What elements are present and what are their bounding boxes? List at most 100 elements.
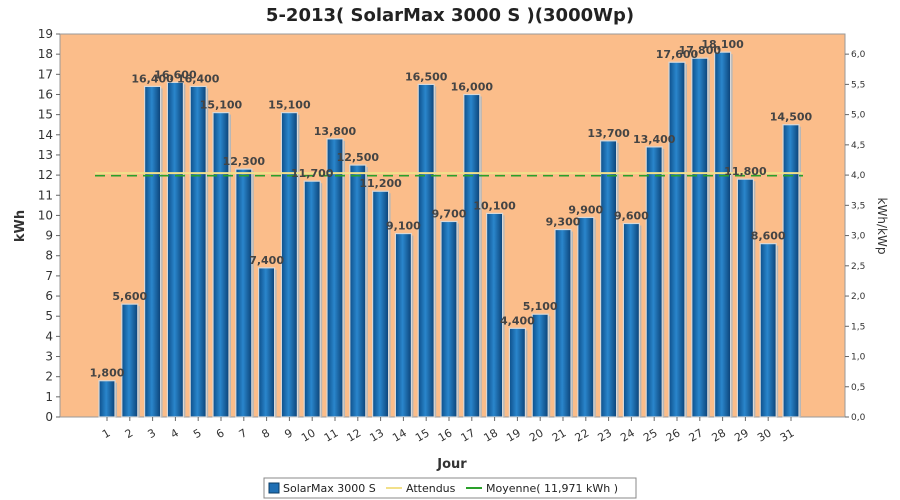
bar bbox=[235, 168, 253, 418]
x-tick-label: 2 bbox=[123, 426, 136, 441]
bar bbox=[326, 138, 344, 418]
x-tick-label: 9 bbox=[282, 426, 295, 441]
bar bbox=[645, 146, 663, 418]
x-tick-label: 13 bbox=[367, 426, 386, 444]
y-tick-label: 8 bbox=[45, 249, 53, 263]
bar-value-label: 16,400 bbox=[131, 72, 174, 85]
y-axis-label: kWh bbox=[13, 210, 28, 242]
bar bbox=[189, 85, 207, 418]
y-tick-label: 0 bbox=[45, 410, 53, 424]
bars-group bbox=[98, 51, 801, 418]
x-tick-label: 17 bbox=[459, 426, 478, 444]
bar bbox=[258, 267, 276, 418]
bar bbox=[736, 178, 755, 418]
x-tick-label: 28 bbox=[709, 426, 728, 444]
x-tick-label: 7 bbox=[237, 426, 250, 441]
y-tick-label: 6 bbox=[45, 289, 53, 303]
x-tick-label: 12 bbox=[345, 426, 364, 444]
x-tick-label: 8 bbox=[260, 426, 273, 441]
bar bbox=[691, 57, 709, 418]
x-tick-label: 6 bbox=[214, 426, 227, 441]
y-tick-label: 17 bbox=[38, 67, 53, 81]
bar-value-label: 11,800 bbox=[724, 165, 767, 178]
bar bbox=[622, 222, 641, 418]
bar bbox=[417, 83, 435, 418]
legend-label-series: SolarMax 3000 S bbox=[283, 482, 376, 495]
x-tick-label: 30 bbox=[755, 426, 774, 444]
bar-value-label: 16,000 bbox=[451, 80, 494, 93]
x-tick-label: 3 bbox=[146, 426, 159, 441]
bar bbox=[303, 180, 321, 418]
y-right-tick-label: 0,5 bbox=[851, 383, 865, 393]
bar bbox=[440, 220, 458, 418]
y-tick-label: 13 bbox=[38, 148, 53, 162]
x-tick-label: 4 bbox=[168, 426, 181, 441]
bar-value-label: 13,400 bbox=[633, 133, 676, 146]
bar bbox=[166, 81, 184, 418]
bar-value-label: 1,800 bbox=[90, 367, 125, 380]
chart-title: 5-2013( SolarMax 3000 S )(3000Wp) bbox=[266, 5, 634, 26]
y-right-tick-label: 3,5 bbox=[851, 201, 865, 211]
bar-value-label: 7,400 bbox=[249, 254, 284, 267]
x-tick-label: 25 bbox=[641, 426, 660, 444]
x-tick-label: 14 bbox=[390, 426, 409, 444]
bar bbox=[349, 164, 367, 418]
y-right-tick-label: 1,0 bbox=[851, 353, 866, 363]
x-tick-label: 10 bbox=[299, 426, 318, 444]
bar-value-label: 9,300 bbox=[546, 216, 581, 229]
bar-value-label: 5,100 bbox=[523, 300, 558, 313]
y-right-tick-label: 3,0 bbox=[851, 232, 866, 242]
bar-value-label: 12,500 bbox=[337, 151, 380, 164]
y-tick-label: 2 bbox=[45, 370, 53, 384]
bar bbox=[668, 61, 686, 418]
x-tick-label: 27 bbox=[687, 426, 706, 444]
x-tick-label: 19 bbox=[504, 426, 523, 444]
y-right-tick-label: 4,0 bbox=[851, 171, 866, 181]
bar-value-label: 11,200 bbox=[359, 177, 402, 190]
x-tick-label: 22 bbox=[573, 426, 592, 444]
bar bbox=[144, 85, 162, 418]
y-axis-right-label: kWh/kWp bbox=[875, 198, 889, 255]
y-right-tick-label: 2,0 bbox=[851, 292, 866, 302]
y-tick-label: 15 bbox=[38, 108, 53, 122]
x-tick-label: 1 bbox=[100, 426, 113, 441]
bar bbox=[554, 228, 572, 418]
bar bbox=[577, 216, 595, 418]
bar-value-label: 9,700 bbox=[432, 207, 467, 220]
y-tick-label: 3 bbox=[45, 350, 53, 364]
bar-value-label: 15,100 bbox=[268, 99, 311, 112]
y-tick-label: 12 bbox=[38, 168, 53, 182]
bar-value-label: 13,800 bbox=[314, 125, 357, 138]
bar-value-label: 14,500 bbox=[770, 111, 813, 124]
x-tick-label: 24 bbox=[618, 426, 637, 444]
bar-value-label: 9,600 bbox=[614, 209, 649, 222]
x-tick-label: 18 bbox=[481, 426, 500, 444]
y-right-tick-label: 6,0 bbox=[851, 50, 866, 60]
x-tick-label: 16 bbox=[436, 426, 455, 444]
x-axis-label: Jour bbox=[436, 457, 467, 472]
bar-value-label: 16,600 bbox=[154, 68, 197, 81]
legend-swatch-series bbox=[268, 482, 280, 494]
y-right-tick-label: 2,5 bbox=[851, 262, 865, 272]
x-tick-label: 5 bbox=[191, 426, 204, 441]
bar-value-label: 13,700 bbox=[587, 127, 630, 140]
bar-value-label: 12,300 bbox=[223, 155, 266, 168]
y-tick-label: 9 bbox=[45, 229, 53, 243]
bar-value-label: 9,900 bbox=[568, 203, 603, 216]
y-tick-label: 18 bbox=[38, 47, 53, 61]
bar bbox=[759, 243, 777, 418]
x-tick-label: 29 bbox=[732, 426, 751, 444]
x-tick-label: 26 bbox=[664, 426, 683, 444]
x-axis: 1 2 3 4 5 6 7 8 9 10 11 12 13 14 15 16 17 18 19 20 21 22 23 24 2… bbox=[100, 417, 797, 445]
bar bbox=[599, 140, 618, 418]
x-tick-label: 23 bbox=[595, 426, 614, 444]
y-right-tick-label: 4,5 bbox=[851, 141, 865, 151]
y-tick-label: 5 bbox=[45, 309, 53, 323]
y-tick-label: 14 bbox=[38, 128, 53, 142]
x-tick-label: 11 bbox=[322, 426, 341, 444]
y-right-tick-label: 1,5 bbox=[851, 322, 865, 332]
y-tick-label: 19 bbox=[38, 27, 53, 41]
